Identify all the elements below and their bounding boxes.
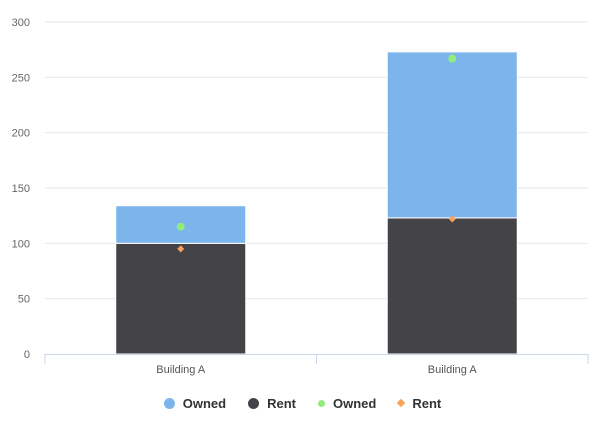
legend-label: Owned (333, 395, 377, 411)
y-tick-label: 50 (18, 294, 30, 306)
x-axis: Building A Building A (44, 354, 589, 376)
legend-item[interactable]: Rent (248, 396, 296, 411)
bar-rent (115, 242, 247, 355)
bars (115, 51, 518, 355)
legend-swatch (397, 398, 406, 408)
bar-owned (115, 205, 247, 244)
legend-item[interactable]: Owned (163, 395, 227, 411)
y-tick-label: 150 (12, 183, 30, 195)
y-tick-label: 300 (12, 17, 30, 29)
legend-swatch (163, 397, 175, 409)
point-rent (448, 215, 456, 223)
legend-label: Rent (267, 395, 296, 411)
legend-label: Owned (182, 395, 227, 411)
legend: Owned Rent Owned Rent (0, 392, 605, 414)
y-tick-label: 200 (12, 128, 30, 140)
y-tick-label: 250 (12, 72, 30, 84)
x-tick-label: Building A (428, 364, 478, 376)
scatter-points (176, 54, 457, 253)
y-tick-label: 100 (12, 238, 30, 250)
legend-label: Rent (412, 395, 442, 411)
point-owned (448, 54, 457, 63)
legend-swatch (248, 397, 260, 409)
chart: 0 50 100 150 200 250 300 Building A Building A (12, 17, 589, 376)
bar-owned (386, 51, 518, 219)
legend-swatch (318, 399, 325, 407)
x-tick-label: Building A (156, 364, 206, 376)
y-axis-tick-labels: 0 50 100 150 200 250 300 (12, 17, 30, 361)
point-rent (177, 245, 185, 253)
bar-rent (386, 217, 518, 355)
point-owned (176, 222, 185, 231)
legend-item[interactable]: Rent (397, 395, 442, 411)
y-tick-label: 0 (24, 349, 30, 361)
legend-item[interactable]: Owned (318, 396, 376, 411)
